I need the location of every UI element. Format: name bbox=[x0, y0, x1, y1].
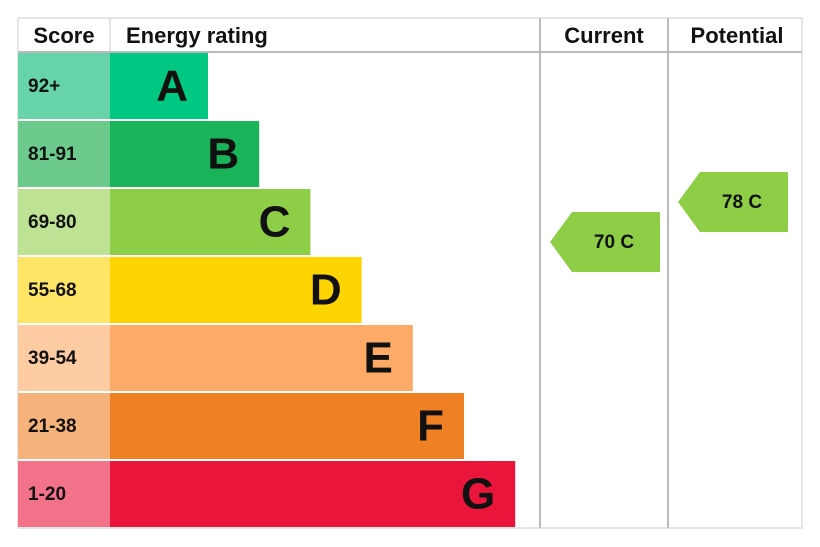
rating-bar bbox=[110, 53, 208, 119]
rating-letter: D bbox=[310, 266, 342, 315]
header-potential: Potential bbox=[691, 23, 784, 48]
rating-letter: C bbox=[259, 198, 291, 247]
potential-label: 78 C bbox=[722, 192, 762, 213]
score-label: 92+ bbox=[28, 76, 60, 97]
score-label: 81-91 bbox=[28, 144, 77, 165]
score-label: 21-38 bbox=[28, 416, 77, 437]
score-cell bbox=[18, 121, 110, 187]
score-cell bbox=[18, 461, 110, 527]
score-cell bbox=[18, 393, 110, 459]
score-cell bbox=[18, 53, 110, 119]
header-energy-rating: Energy rating bbox=[126, 23, 268, 48]
rating-letter: F bbox=[417, 402, 444, 451]
current-label: 70 C bbox=[594, 232, 634, 253]
score-cell bbox=[18, 325, 110, 391]
score-label: 69-80 bbox=[28, 212, 77, 233]
rating-bar bbox=[110, 461, 516, 527]
current-arrow bbox=[550, 212, 660, 272]
score-label: 39-54 bbox=[28, 348, 77, 369]
rating-bar bbox=[110, 257, 362, 323]
score-label: 55-68 bbox=[28, 280, 77, 301]
rating-letter: G bbox=[461, 470, 495, 519]
header-current: Current bbox=[564, 23, 644, 48]
rating-letter: E bbox=[363, 334, 392, 383]
rating-bar bbox=[110, 325, 413, 391]
rating-letter: A bbox=[156, 62, 188, 111]
score-cell bbox=[18, 189, 110, 255]
header-score: Score bbox=[33, 23, 94, 48]
rating-bar bbox=[110, 393, 464, 459]
rating-bar bbox=[110, 121, 260, 187]
rating-bar bbox=[110, 189, 311, 255]
potential-arrow bbox=[678, 172, 788, 232]
score-label: 1-20 bbox=[28, 484, 66, 505]
score-cell bbox=[18, 257, 110, 323]
rating-letter: B bbox=[207, 130, 239, 179]
